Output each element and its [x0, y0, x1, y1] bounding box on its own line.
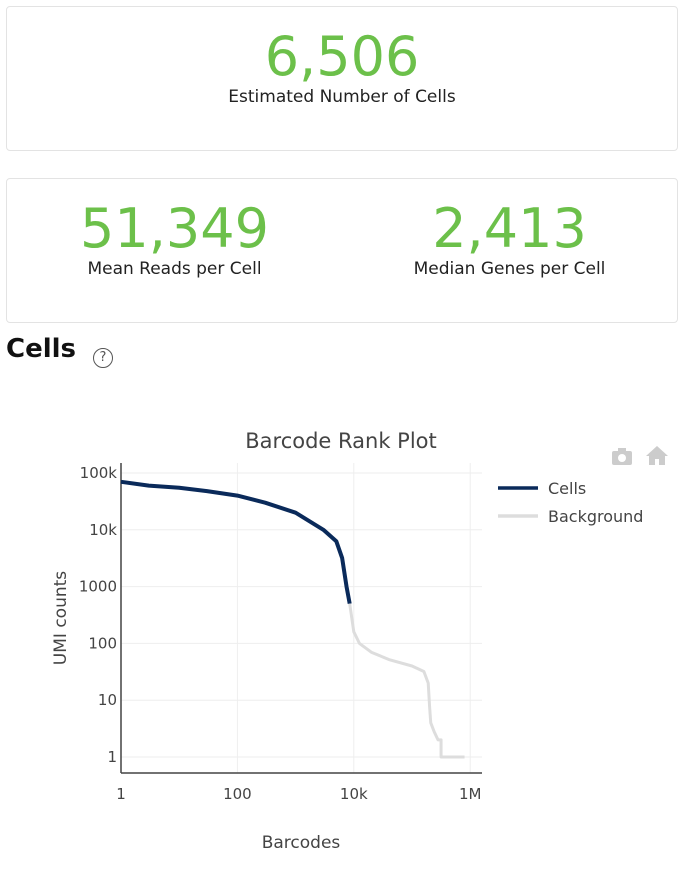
cells-value: 6,506 [264, 25, 420, 88]
section-title: Cells [6, 334, 77, 364]
legend-label: Cells [548, 479, 586, 498]
home-icon[interactable] [646, 446, 668, 465]
chart-title: Barcode Rank Plot [245, 429, 437, 453]
genes-label: Median Genes per Cell [413, 259, 606, 279]
y-axis-title: UMI counts [51, 571, 71, 665]
reads-genes-card: 51,349 Mean Reads per Cell 2,413 Median Ge… [6, 178, 678, 323]
genes-value: 2,413 [432, 197, 587, 260]
series-cells [120, 479, 352, 605]
x-tick-label: 100 [223, 785, 252, 803]
x-axis-title: Barcodes [262, 833, 341, 853]
cells-label: Estimated Number of Cells [228, 87, 456, 107]
y-tick-label: 100k [80, 464, 118, 482]
y-tick-label: 1 [107, 748, 117, 766]
y-tick-label: 100 [88, 634, 117, 652]
y-tick-label: 10k [89, 521, 117, 539]
legend-label: Background [548, 507, 643, 526]
x-tick-label: 1 [116, 785, 126, 803]
reads-label: Mean Reads per Cell [87, 259, 262, 279]
y-tick-label: 10 [98, 691, 117, 709]
x-tick-label: 10k [340, 785, 368, 803]
reads-value: 51,349 [80, 197, 269, 260]
barcode-rank-plot: 1 100 10k 1M 100k 10k 1000 100 10 1 Barcode Rank P… [51, 429, 668, 853]
x-tick-label: 1M [459, 785, 482, 803]
series-background [348, 603, 465, 759]
camera-icon[interactable] [612, 448, 632, 465]
y-tick-label: 1000 [79, 578, 117, 596]
cells-card: 6,506 Estimated Number of Cells [6, 6, 678, 151]
help-icon[interactable]: ? [93, 348, 113, 368]
